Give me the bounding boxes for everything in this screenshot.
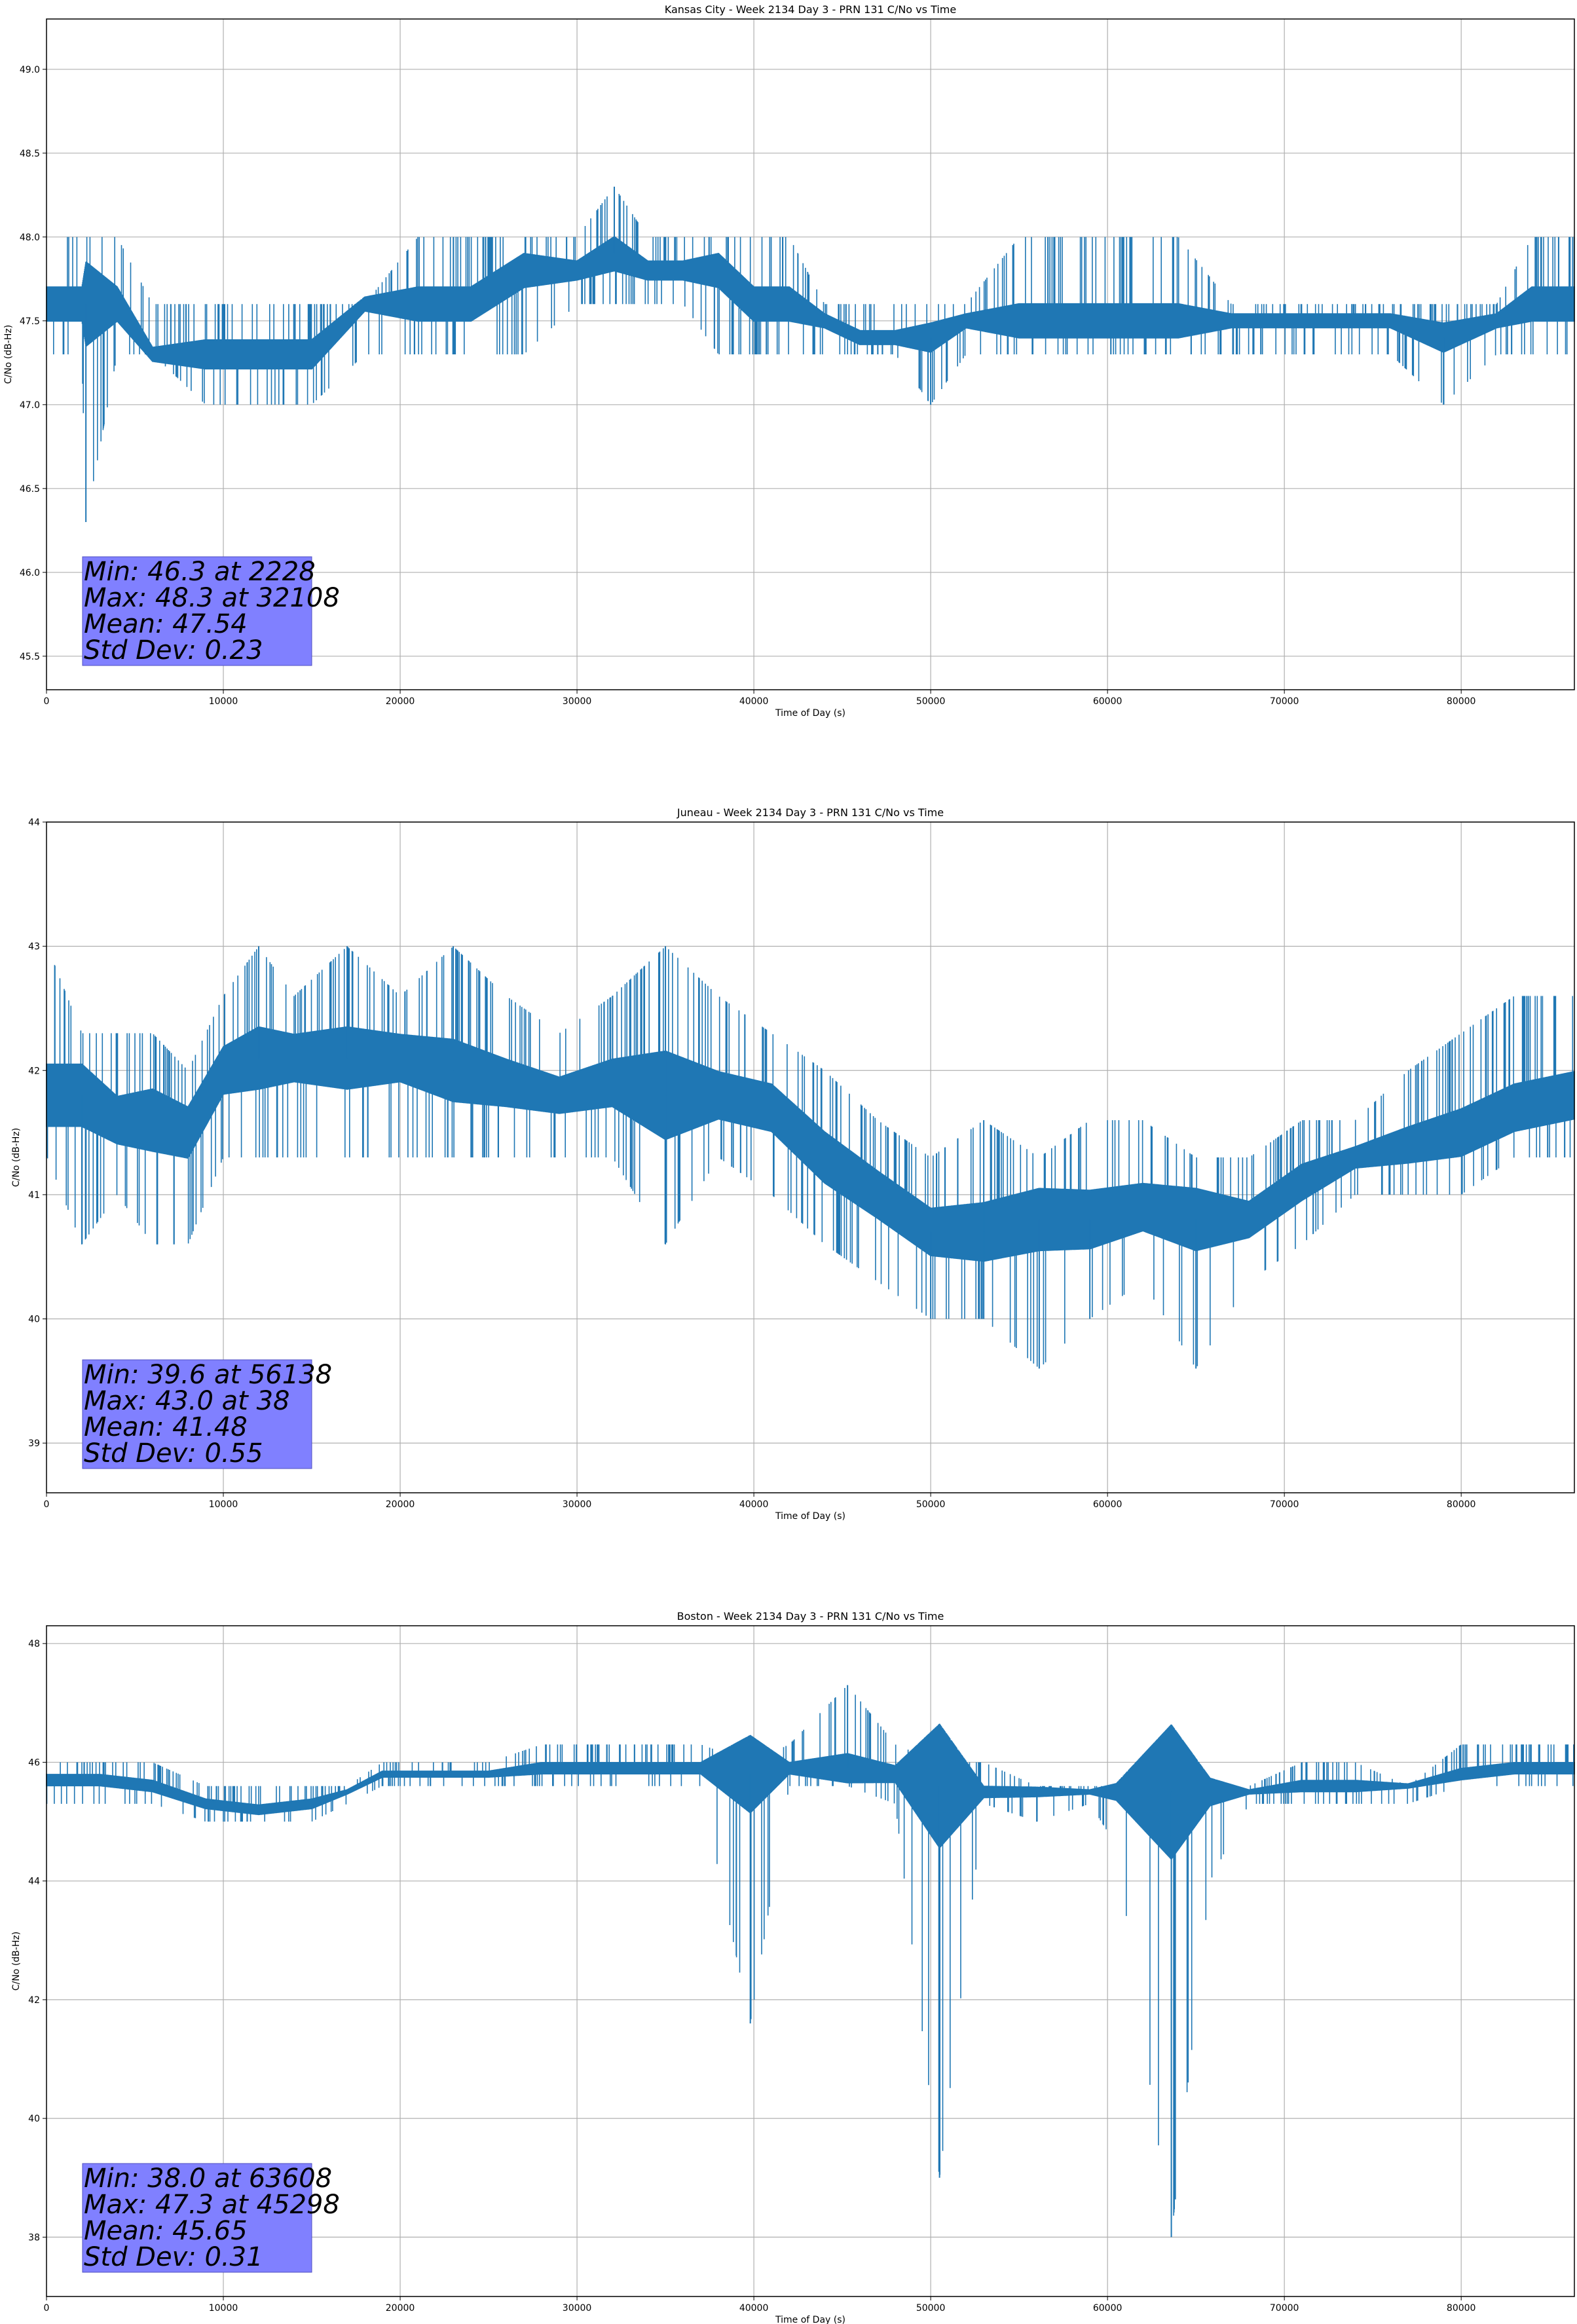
x-tick-label: 40000 (739, 1499, 769, 1510)
x-tick-label: 10000 (209, 696, 238, 707)
x-tick-label: 40000 (739, 696, 769, 707)
y-tick-label: 44 (28, 1877, 40, 1887)
y-tick-label: 47.0 (20, 400, 40, 411)
x-tick-label: 40000 (739, 2303, 769, 2314)
stats-box-background (82, 556, 312, 666)
x-tick-label: 80000 (1447, 2303, 1476, 2314)
stats-line: Min: 39.6 at 56138 (84, 1360, 332, 1390)
x-tick-label: 60000 (1093, 1499, 1122, 1510)
x-tick-label: 80000 (1447, 1499, 1476, 1510)
x-tick-label: 50000 (916, 1499, 946, 1510)
stats-line: Max: 48.3 at 32108 (84, 583, 340, 613)
stats-box-background (82, 1359, 312, 1469)
x-tick-label: 50000 (916, 2303, 946, 2314)
y-tick-label: 42 (28, 1066, 40, 1076)
y-tick-label: 46.0 (20, 568, 40, 578)
x-axis-label: Time of Day (s) (775, 2315, 845, 2324)
x-tick-label: 70000 (1270, 696, 1299, 707)
y-axis-label: C/No (dB-Hz) (11, 1128, 22, 1187)
stats-line: Mean: 45.65 (84, 2216, 248, 2246)
y-tick-label: 46 (28, 1757, 40, 1768)
x-tick-label: 10000 (209, 2303, 238, 2314)
y-tick-label: 48 (28, 1639, 40, 1649)
x-tick-label: 30000 (563, 1499, 592, 1510)
x-tick-label: 10000 (209, 1499, 238, 1510)
x-tick-label: 0 (44, 696, 50, 707)
y-tick-label: 41 (28, 1190, 40, 1201)
y-tick-label: 47.5 (20, 316, 40, 327)
y-tick-label: 42 (28, 1995, 40, 2006)
stats-box-background (82, 2163, 312, 2273)
cno-series-line (46, 1688, 1575, 2216)
x-tick-label: 30000 (563, 696, 592, 707)
x-tick-label: 70000 (1270, 1499, 1299, 1510)
x-tick-label: 30000 (563, 2303, 592, 2314)
stats-line: Max: 43.0 at 38 (84, 1386, 289, 1416)
stats-line: Min: 46.3 at 2228 (84, 557, 316, 587)
y-tick-label: 46.5 (20, 484, 40, 495)
cno-series-line (46, 946, 1575, 1367)
x-tick-label: 0 (44, 2303, 50, 2314)
stats-line: Min: 38.0 at 63608 (84, 2164, 332, 2194)
axes-frame (46, 18, 1575, 690)
y-tick-label: 38 (28, 2232, 40, 2243)
x-tick-label: 60000 (1093, 696, 1122, 707)
axes-frame (46, 1625, 1575, 2297)
x-tick-label: 20000 (386, 1499, 415, 1510)
chart-panel-1: Juneau - Week 2134 Day 3 - PRN 131 C/No … (11, 806, 1575, 1522)
x-tick-label: 20000 (386, 696, 415, 707)
y-tick-label: 48.0 (20, 233, 40, 243)
y-tick-label: 44 (28, 817, 40, 828)
stats-line: Mean: 47.54 (84, 609, 248, 639)
y-tick-label: 45.5 (20, 652, 40, 662)
y-tick-label: 43 (28, 942, 40, 952)
x-axis-label: Time of Day (s) (775, 708, 845, 719)
y-tick-label: 48.5 (20, 149, 40, 159)
y-tick-label: 40 (28, 1315, 40, 1325)
x-tick-label: 0 (44, 1499, 50, 1510)
chart-panel-2: Boston - Week 2134 Day 3 - PRN 131 C/No … (11, 1610, 1575, 2324)
stats-line: Mean: 41.48 (84, 1412, 248, 1442)
chart-title: Boston - Week 2134 Day 3 - PRN 131 C/No … (677, 1610, 944, 1622)
y-tick-label: 49.0 (20, 65, 40, 75)
y-tick-label: 40 (28, 2114, 40, 2124)
x-tick-label: 70000 (1270, 2303, 1299, 2314)
chart-title: Juneau - Week 2134 Day 3 - PRN 131 C/No … (677, 806, 944, 819)
stats-line: Std Dev: 0.31 (84, 2242, 263, 2272)
y-axis-label: C/No (dB-Hz) (3, 325, 14, 384)
stats-line: Std Dev: 0.23 (84, 635, 263, 665)
x-tick-label: 60000 (1093, 2303, 1122, 2314)
x-axis-label: Time of Day (s) (775, 1511, 845, 1522)
x-tick-label: 50000 (916, 696, 946, 707)
x-tick-label: 20000 (386, 2303, 415, 2314)
stats-line: Std Dev: 0.55 (84, 1438, 263, 1469)
x-tick-label: 80000 (1447, 696, 1476, 707)
chart-title: Kansas City - Week 2134 Day 3 - PRN 131 … (665, 3, 956, 16)
axes-frame (46, 821, 1575, 1493)
y-axis-label: C/No (dB-Hz) (11, 1932, 22, 1991)
stats-line: Max: 47.3 at 45298 (84, 2190, 340, 2220)
chart-panel-0: Kansas City - Week 2134 Day 3 - PRN 131 … (3, 3, 1575, 719)
y-tick-label: 39 (28, 1438, 40, 1449)
